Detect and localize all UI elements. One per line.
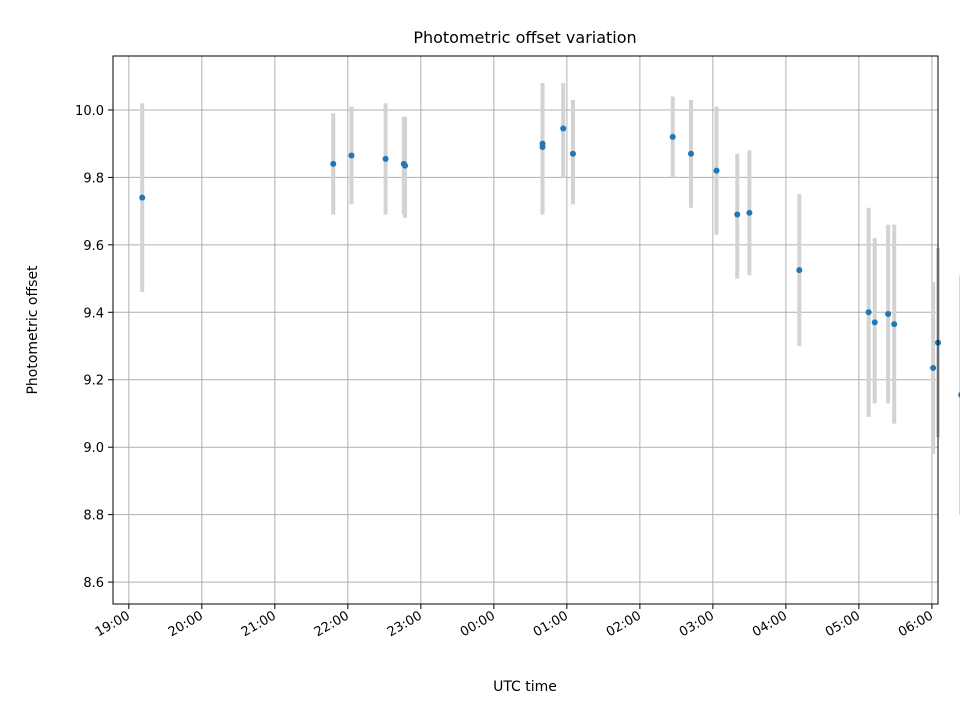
data-point — [734, 211, 741, 218]
y-tick-label: 9.8 — [83, 171, 104, 186]
chart-title: Photometric offset variation — [413, 28, 636, 47]
data-point — [402, 162, 409, 169]
data-point — [560, 125, 567, 132]
y-tick-label: 9.0 — [83, 441, 104, 456]
data-point — [382, 155, 389, 162]
y-axis-label: Photometric offset — [25, 265, 41, 395]
data-point — [885, 310, 892, 317]
y-tick-label: 8.8 — [83, 509, 104, 524]
data-point — [330, 160, 337, 167]
data-point — [891, 321, 898, 328]
marker-layer — [139, 125, 960, 398]
y-tick-label: 10.0 — [75, 104, 104, 119]
data-point — [796, 267, 803, 274]
data-point — [139, 194, 146, 201]
data-point — [871, 319, 878, 326]
data-point — [569, 150, 576, 157]
data-point — [746, 209, 753, 216]
data-point — [348, 152, 355, 159]
y-tick-label: 9.2 — [83, 374, 104, 389]
y-tick-label: 9.6 — [83, 239, 104, 254]
data-point — [539, 140, 546, 147]
data-point — [687, 150, 694, 157]
data-point — [865, 309, 872, 316]
y-tick-label: 8.6 — [83, 576, 104, 591]
y-tick-label: 9.4 — [83, 306, 104, 321]
data-point — [669, 133, 676, 140]
grid-layer — [113, 56, 938, 604]
plot-frame — [112, 55, 939, 605]
data-point — [713, 167, 720, 174]
x-axis-label: UTC time — [493, 679, 557, 695]
data-point — [930, 364, 937, 371]
